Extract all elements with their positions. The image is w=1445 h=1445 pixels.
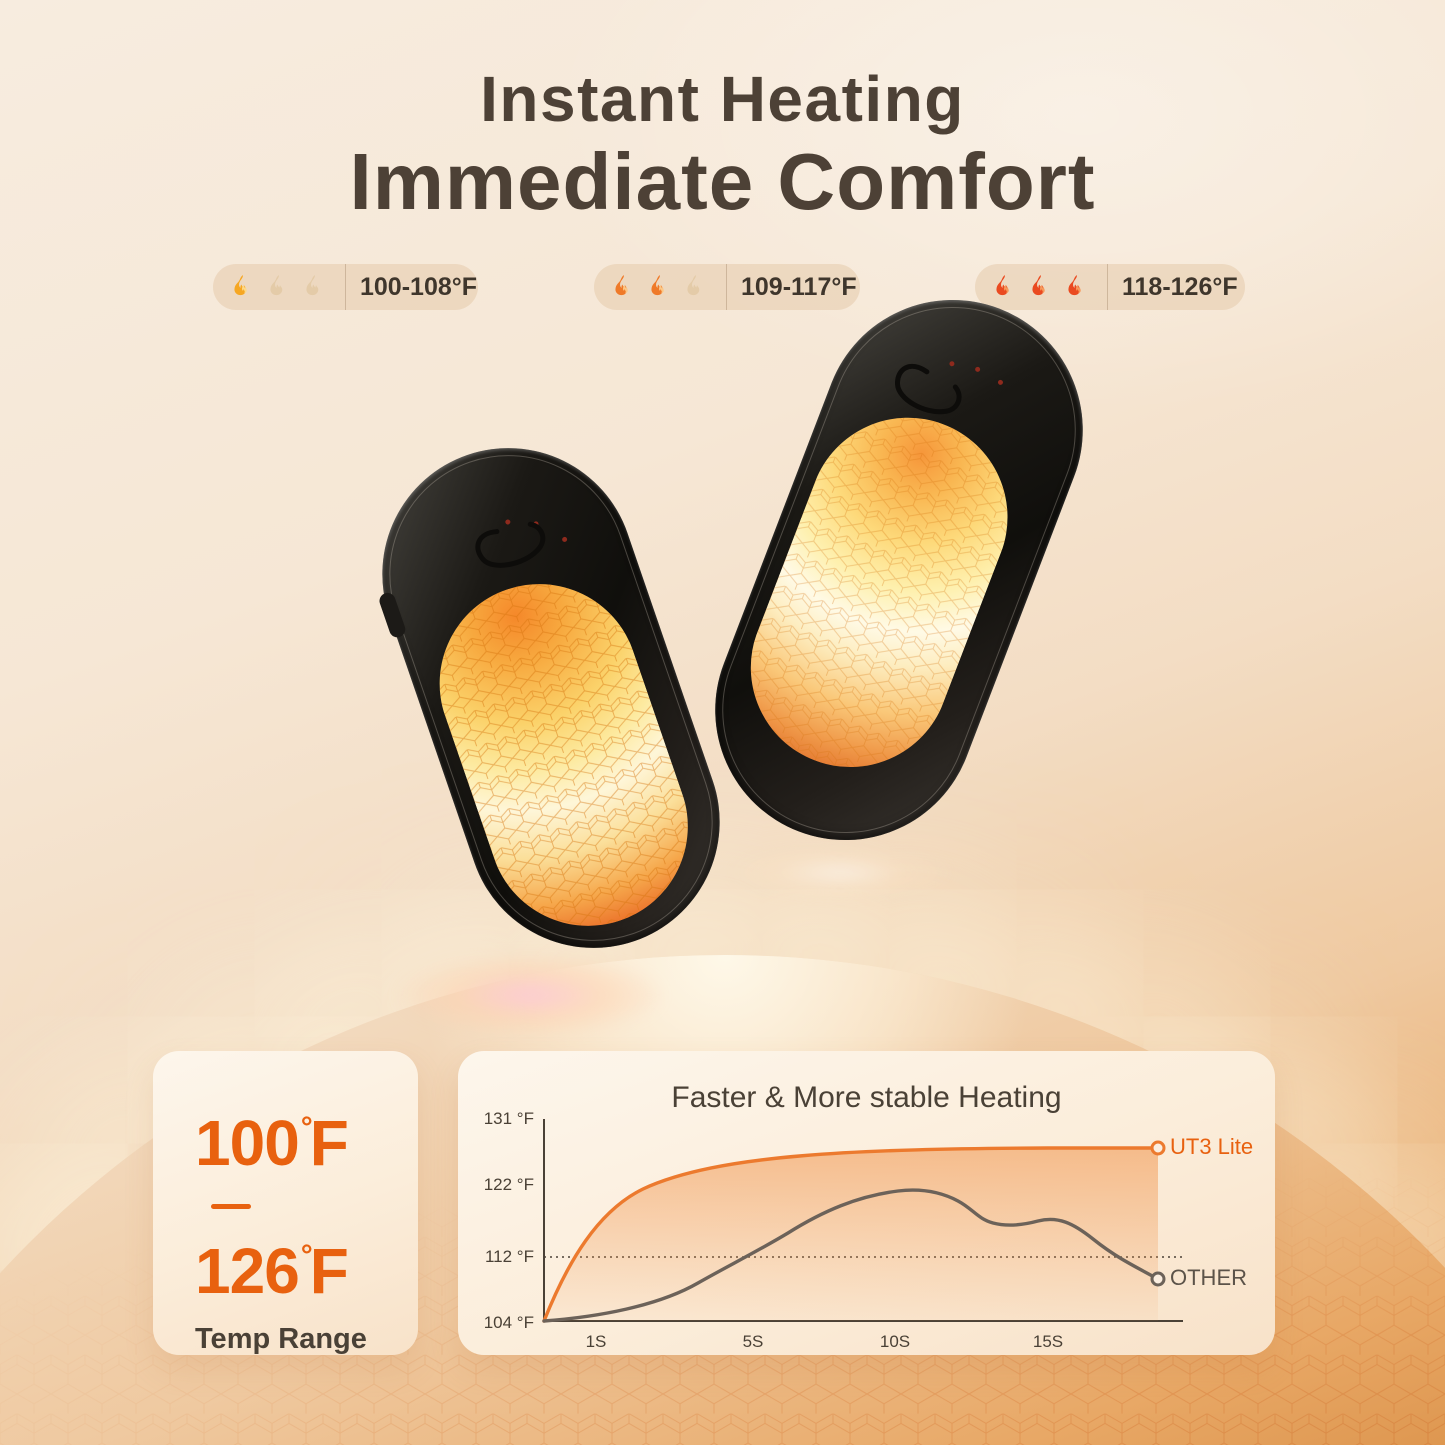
svg-text:5S: 5S — [743, 1332, 764, 1351]
svg-text:104 °F: 104 °F — [484, 1313, 534, 1332]
svg-text:131 °F: 131 °F — [484, 1109, 534, 1128]
svg-text:OTHER: OTHER — [1170, 1265, 1247, 1290]
svg-text:UT3 Lite: UT3 Lite — [1170, 1134, 1253, 1159]
svg-text:122 °F: 122 °F — [484, 1175, 534, 1194]
svg-text:10S: 10S — [880, 1332, 910, 1351]
svg-text:112 °F: 112 °F — [485, 1247, 534, 1266]
svg-text:1S: 1S — [586, 1332, 607, 1351]
svg-text:15S: 15S — [1033, 1332, 1063, 1351]
